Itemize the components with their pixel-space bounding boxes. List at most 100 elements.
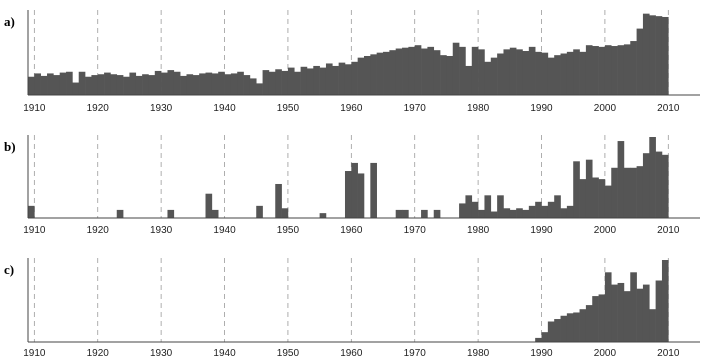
bar xyxy=(40,75,48,95)
bar xyxy=(224,74,232,95)
x-tick-label: 2010 xyxy=(657,225,680,236)
x-tick-label: 1990 xyxy=(530,348,553,359)
bar xyxy=(655,16,663,95)
bar xyxy=(503,49,511,95)
panel-label: a) xyxy=(4,14,15,29)
bar xyxy=(230,73,238,95)
bar xyxy=(592,296,599,342)
bar xyxy=(249,78,257,95)
bar xyxy=(97,74,105,95)
bar xyxy=(161,72,168,95)
bar xyxy=(256,205,263,218)
bar xyxy=(104,72,111,95)
panel-3: 1910 1920 1930 1940 1950 1960 1970 1980 1990 2000… xyxy=(4,258,700,359)
bar xyxy=(497,195,504,218)
bar xyxy=(642,13,650,95)
bar xyxy=(484,195,492,218)
bar xyxy=(383,51,390,95)
bar xyxy=(630,41,637,95)
bar xyxy=(471,46,479,95)
bar xyxy=(598,179,606,218)
bar xyxy=(661,260,669,342)
bar xyxy=(440,55,447,95)
bar xyxy=(28,76,35,95)
bar xyxy=(370,54,377,95)
bar xyxy=(497,53,504,95)
bar xyxy=(522,209,530,218)
bar xyxy=(630,167,637,218)
bar xyxy=(395,48,403,95)
bar xyxy=(294,71,301,95)
bar xyxy=(205,193,213,218)
bar xyxy=(452,42,460,95)
bar xyxy=(649,137,656,218)
x-tick-label: 1980 xyxy=(467,348,490,359)
bar xyxy=(237,71,244,95)
bar xyxy=(281,70,289,95)
bar xyxy=(319,213,327,218)
bar xyxy=(110,74,118,95)
bar xyxy=(129,72,137,95)
bar xyxy=(604,185,612,218)
x-tick-label: 1970 xyxy=(404,103,427,114)
x-tick-label: 1940 xyxy=(213,348,236,359)
bar xyxy=(541,205,549,218)
bar xyxy=(617,45,625,95)
bar xyxy=(592,46,599,95)
bar xyxy=(319,67,327,95)
bar xyxy=(560,208,568,218)
bar xyxy=(509,47,517,95)
x-tick-label: 2010 xyxy=(657,348,680,359)
bar xyxy=(573,312,580,342)
bar xyxy=(465,195,473,218)
bar xyxy=(604,272,612,342)
bar xyxy=(167,70,175,95)
bar xyxy=(332,65,339,95)
bar xyxy=(585,45,593,95)
bar xyxy=(560,315,568,342)
bar xyxy=(655,151,663,218)
bar xyxy=(325,63,333,95)
bar xyxy=(478,209,485,218)
x-tick-label: 1950 xyxy=(277,225,300,236)
bar xyxy=(585,305,593,342)
bar xyxy=(427,46,435,95)
bar xyxy=(465,65,473,95)
bar xyxy=(484,61,492,95)
x-tick-label: 1920 xyxy=(87,225,110,236)
bar xyxy=(154,70,162,95)
bar xyxy=(661,154,669,218)
bar xyxy=(142,74,149,95)
bar xyxy=(617,282,625,342)
bar xyxy=(116,209,124,218)
bar xyxy=(623,291,631,342)
bar xyxy=(287,67,295,95)
bar xyxy=(53,75,60,95)
bar xyxy=(623,167,631,218)
bar xyxy=(116,75,124,95)
x-tick-label: 1970 xyxy=(404,225,427,236)
bar xyxy=(566,313,574,342)
bar xyxy=(281,208,289,218)
bar xyxy=(604,45,612,95)
bar xyxy=(433,50,441,95)
panel-label: c) xyxy=(4,262,14,277)
bar xyxy=(503,208,511,218)
bar xyxy=(516,49,523,95)
bar xyxy=(547,57,555,95)
bar xyxy=(66,71,73,95)
bar xyxy=(611,46,618,95)
bar xyxy=(649,309,656,342)
x-tick-label: 1930 xyxy=(150,103,173,114)
bar xyxy=(91,75,99,95)
bar xyxy=(446,55,454,95)
bar xyxy=(585,159,593,218)
bar xyxy=(59,72,67,95)
bar xyxy=(275,183,282,218)
bar xyxy=(661,16,669,96)
x-tick-label: 1980 xyxy=(467,225,490,236)
bar xyxy=(598,294,606,342)
bar xyxy=(338,62,346,95)
bar xyxy=(636,288,644,342)
bar xyxy=(573,49,580,95)
